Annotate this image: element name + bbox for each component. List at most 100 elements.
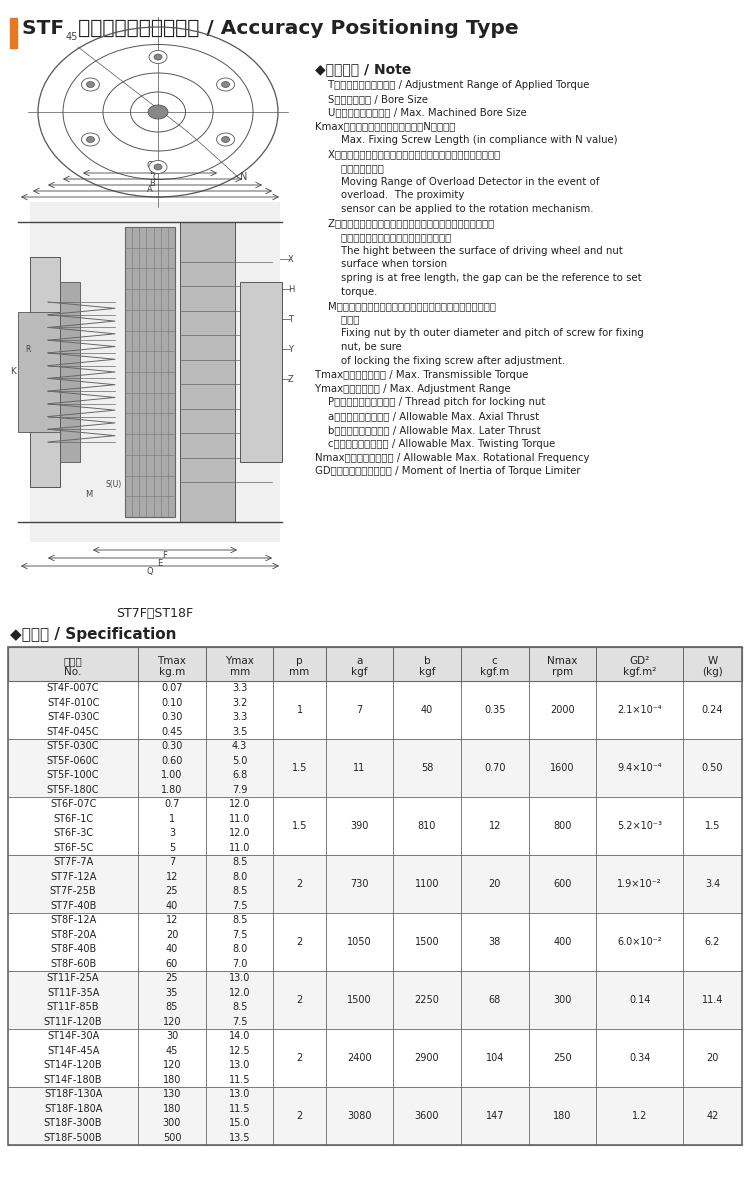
Text: Nmax：最大容許回轉數 / Allowable Max. Rotational Frequency: Nmax：最大容許回轉數 / Allowable Max. Rotational…	[315, 453, 590, 463]
Text: 1.5: 1.5	[705, 822, 720, 831]
Bar	[8, 1088, 742, 1145]
Text: 3600: 3600	[415, 1111, 440, 1121]
Text: ST7F－ST18F: ST7F－ST18F	[116, 607, 194, 620]
Text: 1.00: 1.00	[161, 770, 183, 780]
Text: ST14F-30A: ST14F-30A	[47, 1031, 99, 1042]
Text: 2.1×10⁻⁴: 2.1×10⁻⁴	[617, 705, 662, 714]
Text: 500: 500	[163, 1132, 182, 1143]
Text: 11.0: 11.0	[229, 843, 251, 853]
Bar	[30, 202, 280, 541]
Text: 9.4×10⁻⁴: 9.4×10⁻⁴	[617, 763, 662, 773]
Text: 0.50: 0.50	[702, 763, 723, 773]
Text: D: D	[149, 167, 156, 177]
Text: sensor can be applied to the rotation mechanism.: sensor can be applied to the rotation me…	[315, 204, 593, 214]
Text: b: b	[424, 656, 430, 666]
Ellipse shape	[221, 137, 230, 142]
Text: 3.4: 3.4	[705, 879, 720, 889]
Text: 45: 45	[66, 32, 78, 42]
Text: 58: 58	[421, 763, 434, 773]
Text: 12: 12	[166, 872, 178, 882]
Text: ST6F-1C: ST6F-1C	[53, 813, 93, 824]
Text: 1100: 1100	[415, 879, 440, 889]
Text: 5: 5	[169, 843, 175, 853]
Text: 25: 25	[166, 886, 178, 896]
Text: 11.5: 11.5	[229, 1075, 251, 1085]
Text: kgf: kgf	[351, 667, 368, 677]
Text: 6.0×10⁻²: 6.0×10⁻²	[617, 937, 662, 947]
Text: 7.5: 7.5	[232, 1017, 248, 1026]
Text: Y: Y	[288, 345, 293, 354]
Text: ST5F-180C: ST5F-180C	[46, 785, 99, 794]
Text: G: G	[147, 161, 153, 169]
Bar	[125, 227, 175, 517]
Text: 13.0: 13.0	[229, 973, 251, 983]
Text: GD²: GD²	[629, 656, 650, 666]
Text: kgf.m: kgf.m	[480, 667, 509, 677]
Text: 13.0: 13.0	[229, 1089, 251, 1099]
Text: nut, be sure: nut, be sure	[315, 343, 402, 352]
Text: Ymax：最大調整量 / Max. Adjustment Range: Ymax：最大調整量 / Max. Adjustment Range	[315, 384, 511, 393]
Text: E: E	[158, 559, 163, 568]
Text: ST4F-007C: ST4F-007C	[46, 684, 99, 693]
Text: 68: 68	[488, 995, 501, 1005]
Text: 0.07: 0.07	[161, 684, 183, 693]
Text: c: c	[492, 656, 497, 666]
Text: ST6F-5C: ST6F-5C	[53, 843, 93, 853]
Text: b：最大容許側向推力 / Allowable Max. Later Thrust: b：最大容許側向推力 / Allowable Max. Later Thrust	[315, 425, 541, 435]
Text: Tmax: Tmax	[158, 656, 187, 666]
Text: Fixing nut by th outer diameter and pitch of screw for fixing: Fixing nut by th outer diameter and pitc…	[315, 328, 644, 339]
Text: 1500: 1500	[415, 937, 440, 947]
Text: 40: 40	[166, 900, 178, 911]
Text: 20: 20	[488, 879, 501, 889]
Text: ST8F-12A: ST8F-12A	[50, 916, 96, 925]
Text: 0.7: 0.7	[164, 799, 180, 810]
Text: 7.0: 7.0	[232, 959, 248, 969]
Text: 2250: 2250	[415, 995, 440, 1005]
Text: 5.0: 5.0	[232, 756, 248, 766]
Text: 180: 180	[554, 1111, 572, 1121]
Text: overload.  The proximity: overload. The proximity	[315, 191, 464, 200]
Text: M: M	[85, 490, 92, 499]
Ellipse shape	[149, 51, 167, 64]
Text: 0.35: 0.35	[484, 705, 506, 714]
Text: ST7F-12A: ST7F-12A	[50, 872, 96, 882]
Text: GD：扔力限制器的慣性距 / Moment of Inertia of Torque Limiter: GD：扔力限制器的慣性距 / Moment of Inertia of Torq…	[315, 466, 580, 477]
Bar	[60, 282, 80, 463]
Text: ST4F-045C: ST4F-045C	[46, 726, 99, 737]
Text: 14.0: 14.0	[229, 1031, 251, 1042]
Text: Ymax: Ymax	[225, 656, 254, 666]
Text: 1050: 1050	[347, 937, 372, 947]
Text: 7.9: 7.9	[232, 785, 248, 794]
Text: T：使用扔力的調整範圍 / Adjustment Range of Applied Torque: T：使用扔力的調整範圍 / Adjustment Range of Applie…	[315, 80, 590, 89]
Text: ST18F-130A: ST18F-130A	[44, 1089, 102, 1099]
Text: P：壓緊螺帽的螺紋節距 / Thread pitch for locking nut: P：壓緊螺帽的螺紋節距 / Thread pitch for locking n…	[315, 398, 545, 407]
Text: ST11F-120B: ST11F-120B	[44, 1017, 103, 1026]
Text: 120: 120	[163, 1017, 182, 1026]
Text: 45: 45	[166, 1045, 178, 1056]
Text: ST5F-030C: ST5F-030C	[46, 742, 99, 751]
Text: 12.0: 12.0	[229, 799, 251, 810]
Text: Q: Q	[147, 567, 153, 576]
Bar	[8, 913, 742, 971]
Text: 0.30: 0.30	[161, 712, 183, 723]
Text: 規　格: 規 格	[64, 656, 82, 666]
Text: a: a	[356, 656, 362, 666]
Text: kgf.m²: kgf.m²	[623, 667, 656, 677]
Bar	[30, 257, 60, 487]
Text: 8.5: 8.5	[232, 916, 248, 925]
Text: 40: 40	[421, 705, 434, 714]
Text: Z：扔力彈簧自由長時，驅動軸端面和壓緊螺帽端面的段差尺: Z：扔力彈簧自由長時，驅動軸端面和壓緊螺帽端面的段差尺	[315, 218, 494, 228]
Text: 60: 60	[166, 959, 178, 969]
Text: 13.5: 13.5	[229, 1132, 251, 1143]
Text: S(U): S(U)	[105, 480, 122, 488]
Text: ST7F-7A: ST7F-7A	[53, 857, 93, 867]
Text: 1.5: 1.5	[292, 822, 308, 831]
Text: 2: 2	[296, 1053, 303, 1063]
Text: 3080: 3080	[347, 1111, 372, 1121]
Text: ST11F-25A: ST11F-25A	[46, 973, 99, 983]
Text: ST6F-3C: ST6F-3C	[53, 829, 93, 838]
Text: 1600: 1600	[550, 763, 574, 773]
Ellipse shape	[148, 105, 168, 119]
Ellipse shape	[217, 78, 235, 91]
Text: ST18F-500B: ST18F-500B	[44, 1132, 103, 1143]
